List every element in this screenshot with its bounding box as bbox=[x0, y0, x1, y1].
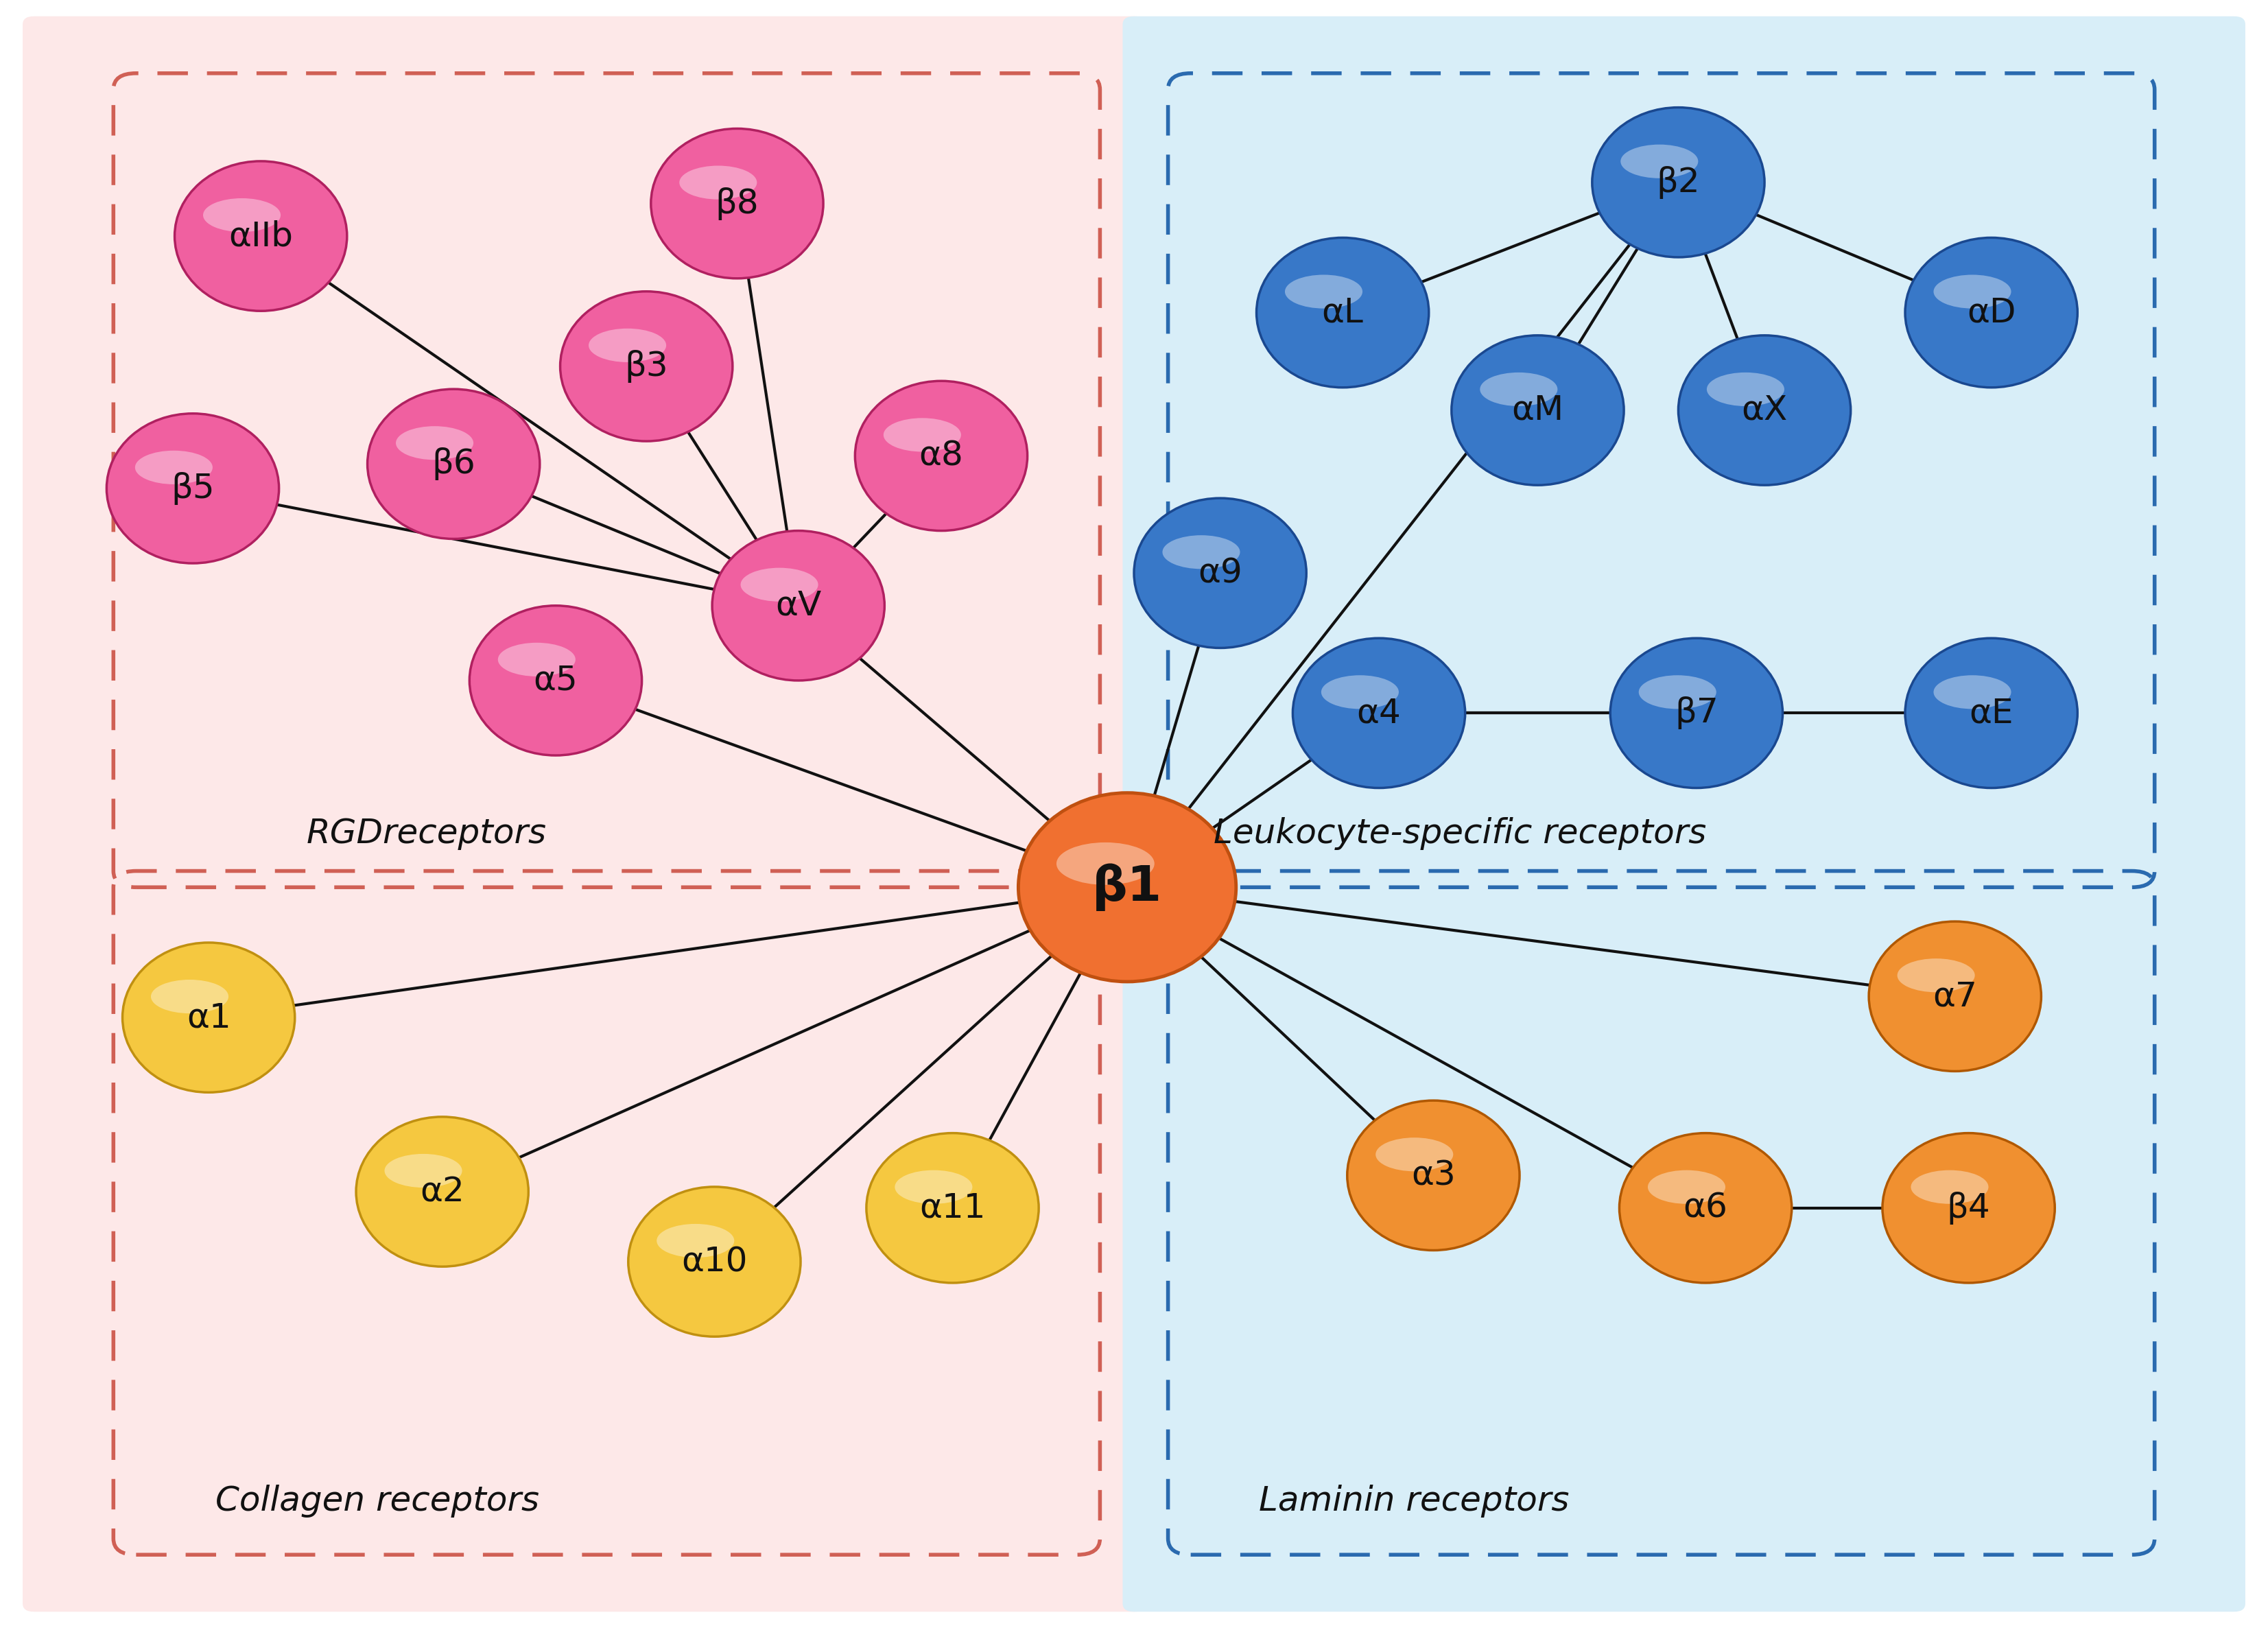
Text: α10: α10 bbox=[680, 1245, 748, 1278]
Text: β6: β6 bbox=[431, 448, 476, 480]
Ellipse shape bbox=[712, 531, 885, 681]
FancyBboxPatch shape bbox=[1123, 16, 2245, 1612]
Ellipse shape bbox=[499, 643, 576, 676]
Ellipse shape bbox=[658, 1224, 735, 1257]
Text: β2: β2 bbox=[1656, 166, 1701, 199]
Ellipse shape bbox=[560, 291, 733, 441]
Ellipse shape bbox=[1322, 676, 1399, 708]
FancyBboxPatch shape bbox=[23, 16, 1145, 1612]
Text: αE: αE bbox=[1969, 697, 2014, 729]
Ellipse shape bbox=[1905, 638, 2077, 788]
Ellipse shape bbox=[1678, 335, 1851, 485]
Ellipse shape bbox=[1592, 107, 1765, 257]
Ellipse shape bbox=[1018, 793, 1236, 982]
Ellipse shape bbox=[1898, 959, 1975, 991]
Ellipse shape bbox=[1619, 1133, 1792, 1283]
Ellipse shape bbox=[356, 1117, 528, 1267]
Ellipse shape bbox=[1134, 498, 1306, 648]
Ellipse shape bbox=[469, 606, 642, 755]
Ellipse shape bbox=[628, 1187, 801, 1337]
Ellipse shape bbox=[1256, 238, 1429, 387]
Ellipse shape bbox=[1452, 335, 1624, 485]
Ellipse shape bbox=[1622, 145, 1699, 177]
Ellipse shape bbox=[1935, 676, 2012, 708]
Ellipse shape bbox=[1347, 1101, 1520, 1250]
Ellipse shape bbox=[1935, 275, 2012, 308]
Text: α11: α11 bbox=[919, 1192, 987, 1224]
Text: β5: β5 bbox=[170, 472, 215, 505]
Ellipse shape bbox=[1057, 842, 1154, 886]
Text: RGDreceptors: RGDreceptors bbox=[306, 817, 547, 850]
Text: α8: α8 bbox=[919, 440, 964, 472]
Text: α1: α1 bbox=[186, 1001, 231, 1034]
Ellipse shape bbox=[1286, 275, 1363, 308]
Ellipse shape bbox=[1610, 638, 1783, 788]
Text: β3: β3 bbox=[624, 350, 669, 383]
Text: β1: β1 bbox=[1093, 863, 1161, 912]
Text: α2: α2 bbox=[420, 1175, 465, 1208]
Ellipse shape bbox=[590, 329, 667, 361]
Ellipse shape bbox=[386, 1154, 463, 1187]
Ellipse shape bbox=[866, 1133, 1039, 1283]
Ellipse shape bbox=[742, 568, 819, 601]
Ellipse shape bbox=[175, 161, 347, 311]
Ellipse shape bbox=[896, 1171, 973, 1203]
Ellipse shape bbox=[204, 199, 281, 231]
Ellipse shape bbox=[367, 389, 540, 539]
Ellipse shape bbox=[1708, 373, 1785, 405]
Text: Laminin receptors: Laminin receptors bbox=[1259, 1485, 1569, 1517]
Ellipse shape bbox=[136, 451, 213, 484]
Ellipse shape bbox=[1869, 921, 2041, 1071]
Text: αM: αM bbox=[1510, 394, 1565, 427]
Ellipse shape bbox=[397, 427, 474, 459]
Text: Collagen receptors: Collagen receptors bbox=[215, 1485, 540, 1517]
Ellipse shape bbox=[855, 381, 1027, 531]
Ellipse shape bbox=[885, 418, 962, 451]
Text: β8: β8 bbox=[714, 187, 760, 220]
Ellipse shape bbox=[1640, 676, 1717, 708]
Text: α4: α4 bbox=[1356, 697, 1402, 729]
Ellipse shape bbox=[651, 129, 823, 278]
Text: Leukocyte-specific receptors: Leukocyte-specific receptors bbox=[1213, 817, 1706, 850]
Ellipse shape bbox=[152, 980, 229, 1013]
Text: αD: αD bbox=[1966, 296, 2016, 329]
Text: β4: β4 bbox=[1946, 1192, 1991, 1224]
Ellipse shape bbox=[107, 414, 279, 563]
Ellipse shape bbox=[1377, 1138, 1454, 1171]
Ellipse shape bbox=[1905, 238, 2077, 387]
Text: α9: α9 bbox=[1198, 557, 1243, 589]
Ellipse shape bbox=[1163, 536, 1241, 568]
Ellipse shape bbox=[680, 166, 758, 199]
Text: α3: α3 bbox=[1411, 1159, 1456, 1192]
Text: αV: αV bbox=[776, 589, 821, 622]
Text: αL: αL bbox=[1322, 296, 1363, 329]
Ellipse shape bbox=[1481, 373, 1558, 405]
Text: β7: β7 bbox=[1674, 697, 1719, 729]
Text: α7: α7 bbox=[1932, 980, 1978, 1013]
Text: α5: α5 bbox=[533, 664, 578, 697]
Text: αIIb: αIIb bbox=[229, 220, 293, 252]
Ellipse shape bbox=[1882, 1133, 2055, 1283]
Ellipse shape bbox=[1912, 1171, 1989, 1203]
Text: α6: α6 bbox=[1683, 1192, 1728, 1224]
Text: αX: αX bbox=[1742, 394, 1787, 427]
Ellipse shape bbox=[1293, 638, 1465, 788]
Ellipse shape bbox=[1649, 1171, 1726, 1203]
Ellipse shape bbox=[122, 943, 295, 1092]
